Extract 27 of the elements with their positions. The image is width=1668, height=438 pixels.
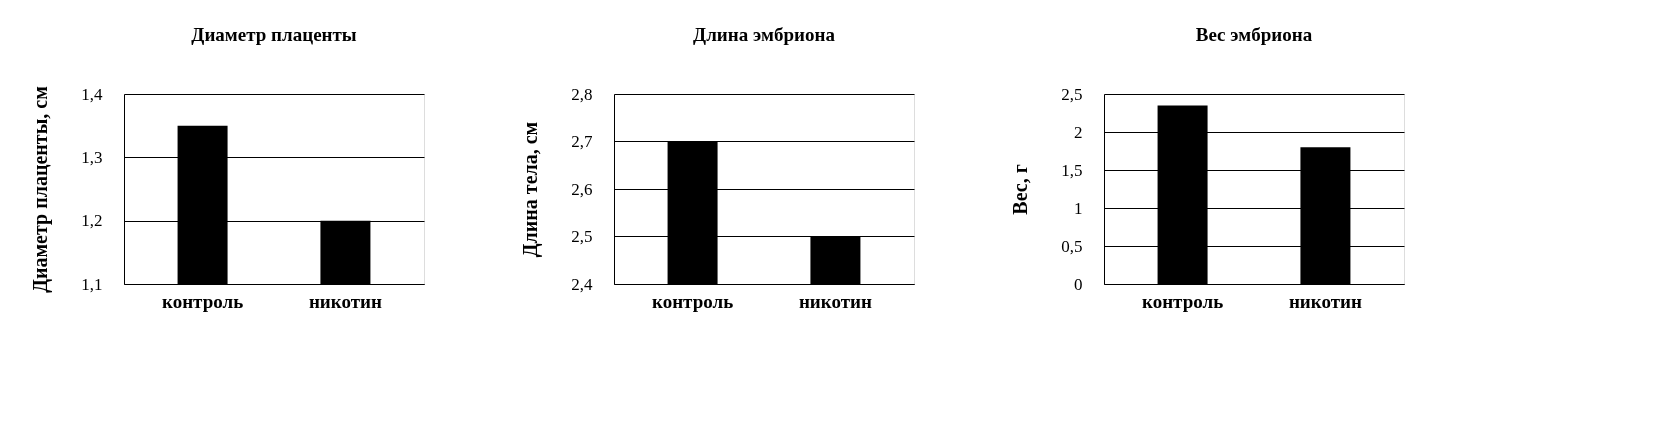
y-tick-label: 0,5 [1061, 236, 1083, 256]
x-tick-label: никотин [1288, 290, 1363, 312]
x-tick-label: никотин [308, 290, 383, 312]
y-tick-label: 0 [1074, 274, 1083, 294]
y-axis-title: Диаметр плаценты, см [29, 86, 53, 293]
y-tick-label: 1,5 [1061, 160, 1083, 180]
x-tick-label: контроль [651, 290, 734, 312]
chart-title: Вес эмбриона [1195, 24, 1313, 45]
y-tick-label: 1,4 [81, 84, 103, 104]
y-tick-label: 1 [1074, 198, 1083, 218]
chart-title: Длина эмбриона [693, 24, 836, 45]
y-axis-title: Вес, г [1009, 164, 1032, 215]
x-tick-label: контроль [1141, 290, 1224, 312]
y-axis-title: Длина тела, см [519, 121, 543, 258]
y-tick-label: 2,5 [571, 227, 593, 246]
x-tick-label: контроль [161, 290, 244, 312]
y-tick-label: 1,2 [81, 211, 103, 231]
x-tick-label: никотин [798, 290, 873, 312]
y-tick-label: 2,5 [1061, 84, 1083, 104]
y-tick-label: 2 [1074, 122, 1083, 142]
y-tick-label: 2,8 [571, 84, 593, 104]
y-tick-label: 2,6 [571, 179, 593, 199]
chart-title: Диаметр плаценты [191, 24, 357, 45]
y-tick-label: 1,1 [81, 274, 103, 294]
y-tick-label: 1,3 [81, 147, 103, 167]
y-tick-label: 2,7 [571, 132, 593, 151]
y-tick-label: 2,4 [571, 274, 593, 294]
